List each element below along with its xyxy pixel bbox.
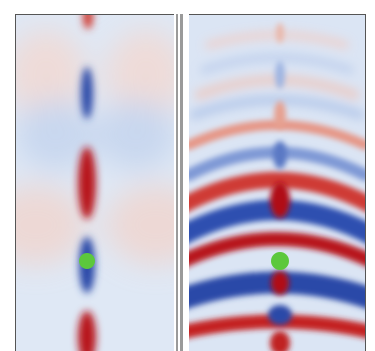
right-central-red xyxy=(270,182,290,218)
left-field-plot xyxy=(16,15,174,351)
right-band-red-2 xyxy=(189,172,365,212)
left-blue-lobe-1 xyxy=(81,67,93,119)
panel-divider xyxy=(176,14,183,351)
left-red-lobe-top xyxy=(83,15,93,29)
right-central-red-low xyxy=(271,271,289,295)
left-red-lobe-1 xyxy=(78,147,96,219)
left-source-marker xyxy=(79,253,95,269)
right-field-plot xyxy=(189,15,365,351)
left-field-panel xyxy=(15,14,174,351)
right-field-panel xyxy=(189,14,366,351)
right-source-marker xyxy=(271,252,289,270)
left-red-lobe-2 xyxy=(78,311,96,351)
right-band-red-3 xyxy=(189,232,365,267)
